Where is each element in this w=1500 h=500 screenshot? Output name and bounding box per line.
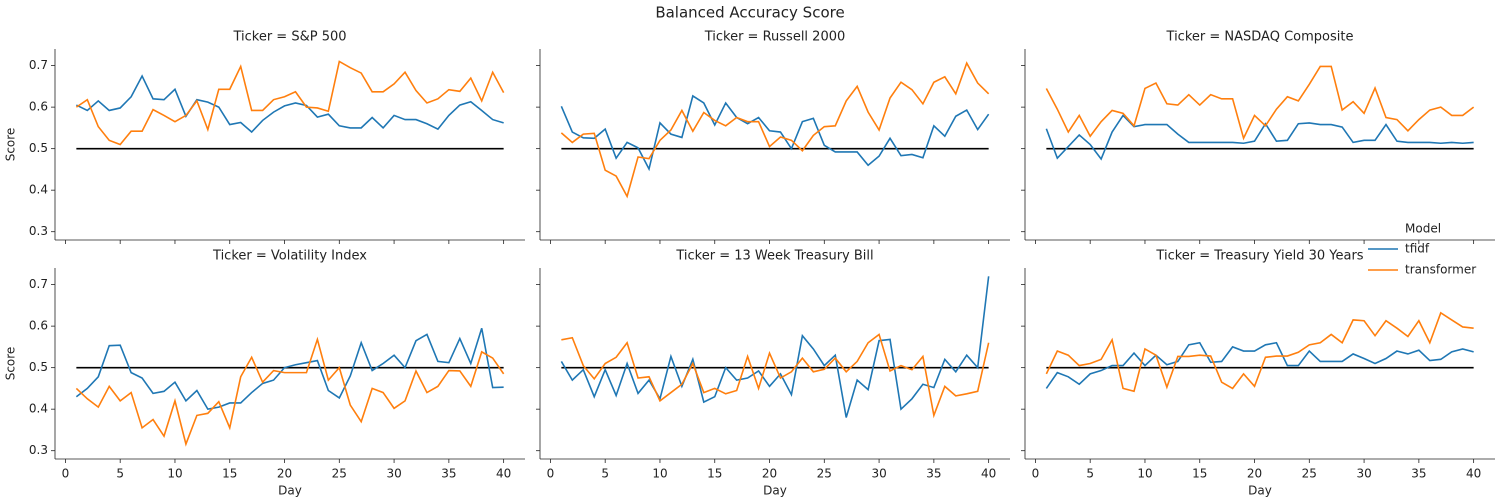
x-tick-label: 30 <box>871 467 886 481</box>
y-tick-label: 0.5 <box>29 360 48 374</box>
x-tick-label: 30 <box>1356 467 1371 481</box>
x-tick-label: 10 <box>1137 467 1152 481</box>
series-line <box>560 61 990 199</box>
series-line <box>1045 311 1474 393</box>
facet-title: Ticker = Russell 2000 <box>704 30 846 45</box>
series-line <box>1045 65 1475 141</box>
series-line <box>560 276 990 418</box>
series-line <box>75 327 504 411</box>
x-tick-label: 40 <box>496 467 511 481</box>
x-tick-label: 5 <box>1086 467 1094 481</box>
y-tick-label: 0.3 <box>29 443 48 457</box>
x-tick-label: 35 <box>441 467 456 481</box>
x-tick-label: 25 <box>817 467 832 481</box>
series-line <box>560 94 990 172</box>
legend-label: transformer <box>1405 263 1476 277</box>
series-line <box>1045 341 1474 389</box>
x-tick-label: 10 <box>652 467 667 481</box>
x-tick-label: 35 <box>926 467 941 481</box>
y-tick-label: 0.4 <box>29 402 48 416</box>
y-tick-label: 0.5 <box>29 141 48 155</box>
y-axis-label: Score <box>4 128 18 162</box>
x-tick-label: 0 <box>1032 467 1040 481</box>
y-tick-label: 0.6 <box>29 319 48 333</box>
x-tick-label: 30 <box>386 467 401 481</box>
x-tick-label: 5 <box>116 467 124 481</box>
y-tick-label: 0.7 <box>29 277 48 291</box>
facet-title: Ticker = Volatility Index <box>212 249 367 264</box>
series-line <box>75 60 505 146</box>
legend-title: Model <box>1405 222 1441 236</box>
x-tick-label: 40 <box>1466 467 1481 481</box>
series-line <box>1045 114 1474 161</box>
series-line <box>75 336 505 447</box>
x-tick-label: 15 <box>1192 467 1207 481</box>
x-tick-label: 15 <box>222 467 237 481</box>
x-tick-label: 25 <box>332 467 347 481</box>
x-tick-label: 20 <box>762 467 777 481</box>
x-tick-label: 15 <box>707 467 722 481</box>
x-axis-label: Day <box>278 484 302 498</box>
chart-title: Balanced Accuracy Score <box>655 4 844 22</box>
x-tick-label: 0 <box>547 467 555 481</box>
facet-title: Ticker = 13 Week Treasury Bill <box>675 249 873 264</box>
facet-title: Ticker = Treasury Yield 30 Years <box>1155 249 1363 264</box>
x-tick-label: 5 <box>601 467 609 481</box>
x-tick-label: 25 <box>1302 467 1317 481</box>
facet-title: Ticker = NASDAQ Composite <box>1166 30 1354 45</box>
facet-title: Ticker = S&P 500 <box>232 30 346 45</box>
x-tick-label: 20 <box>1247 467 1262 481</box>
x-axis-label: Day <box>1248 484 1272 498</box>
y-tick-label: 0.3 <box>29 224 48 238</box>
y-tick-label: 0.6 <box>29 100 48 114</box>
y-tick-label: 0.4 <box>29 183 48 197</box>
series-line <box>76 74 504 134</box>
legend-label: tfidf <box>1405 242 1430 256</box>
x-tick-label: 10 <box>167 467 182 481</box>
x-tick-label: 0 <box>62 467 70 481</box>
x-tick-label: 20 <box>277 467 292 481</box>
x-axis-label: Day <box>763 484 787 498</box>
series-line <box>561 333 990 419</box>
y-axis-label: Score <box>4 347 18 381</box>
x-tick-label: 35 <box>1411 467 1426 481</box>
x-tick-label: 40 <box>981 467 996 481</box>
y-tick-label: 0.7 <box>29 58 48 72</box>
